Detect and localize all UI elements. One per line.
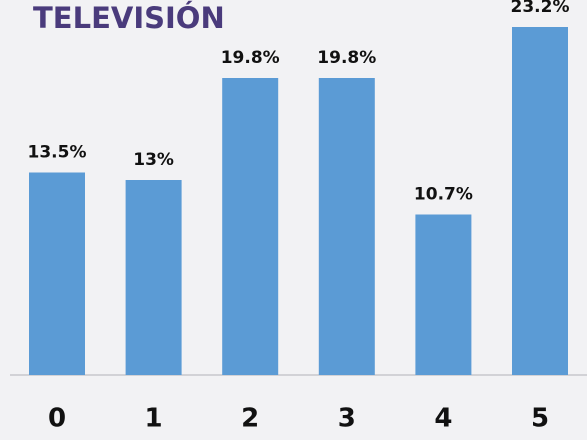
x-tick-label: 1 [145,404,163,434]
x-tick-label: 3 [338,404,356,434]
value-label: 19.8% [221,48,280,68]
value-label: 13.5% [28,143,87,163]
value-label: 13% [133,150,174,170]
x-tick-label: 2 [241,404,259,434]
value-label: 10.7% [414,185,473,205]
bar [415,214,472,375]
x-tick-label: 0 [48,404,66,434]
bar [222,78,279,375]
x-tick-label: 4 [434,404,452,434]
bar [318,78,375,375]
bar [29,172,85,375]
x-tick-label: 5 [531,404,549,434]
value-label: 23.2% [511,0,570,17]
value-label: 19.8% [317,48,376,68]
bar [512,27,568,375]
chart-title: TELEVISIÓN [33,1,225,35]
bar [125,180,182,375]
